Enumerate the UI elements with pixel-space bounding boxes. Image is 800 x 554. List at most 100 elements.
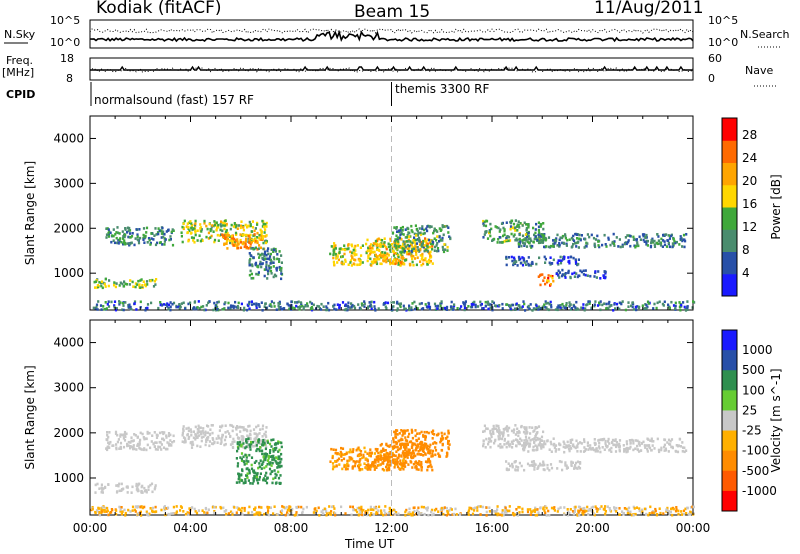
scatter-cell [360, 302, 363, 305]
scatter-cell [658, 507, 661, 510]
scatter-cell [230, 424, 233, 427]
scatter-cell [280, 441, 283, 445]
scatter-cell [580, 306, 583, 310]
scatter-cell [487, 303, 490, 306]
scatter-cell [531, 244, 534, 248]
scatter-cell [356, 510, 359, 514]
scatter-cell [256, 447, 259, 451]
scatter-cell [355, 253, 358, 256]
scatter-cell [499, 228, 502, 231]
scatter-cell [256, 223, 259, 226]
scatter-cell [349, 448, 352, 451]
scatter-cell [560, 460, 563, 464]
scatter-cell [350, 254, 353, 258]
colorbar-title: Velocity [m s^-1] [769, 368, 783, 472]
scatter-cell [208, 444, 211, 448]
scatter-cell [223, 510, 226, 513]
scatter-cell [605, 302, 608, 306]
scatter-cell [240, 302, 243, 306]
scatter-cell [154, 448, 157, 451]
scatter-cell [574, 258, 577, 261]
scatter-cell [181, 440, 184, 443]
scatter-cell [253, 461, 256, 464]
scatter-cell [689, 511, 692, 514]
scatter-cell [280, 277, 283, 281]
scatter-cell [643, 233, 646, 236]
scatter-cell [413, 510, 416, 513]
scatter-cell [528, 445, 531, 448]
scatter-cell [538, 231, 541, 235]
scatter-cell [135, 448, 138, 451]
scatter-cell [274, 247, 277, 251]
scatter-cell [115, 282, 118, 285]
scatter-cell [253, 474, 256, 478]
scatter-cell [350, 243, 353, 247]
scatter-cell [650, 449, 653, 452]
scatter-cell [467, 513, 470, 516]
scatter-cell [414, 434, 417, 438]
scatter-cell [542, 445, 545, 449]
scatter-cell [246, 225, 249, 229]
scatter-cell [144, 234, 147, 238]
scatter-cell [528, 307, 531, 310]
scatter-cell [366, 468, 369, 471]
scatter-cell [254, 437, 258, 440]
scatter-cell [645, 233, 648, 237]
scatter-cell [505, 445, 508, 449]
scatter-cell [175, 505, 178, 508]
scatter-cell [112, 234, 115, 238]
scatter-cell [495, 226, 498, 229]
scatter-cell [372, 513, 375, 516]
scatter-cell [543, 276, 546, 279]
scatter-cell [527, 237, 530, 241]
scatter-cell [374, 466, 377, 469]
scatter-cell [503, 437, 506, 441]
scatter-cell [485, 427, 488, 430]
scatter-cell [235, 481, 238, 484]
scatter-cell [424, 237, 427, 240]
scatter-cell [190, 430, 193, 434]
scatter-cell [518, 226, 521, 229]
scatter-cell [101, 505, 104, 509]
scatter-cell [683, 245, 686, 249]
scatter-cell [381, 251, 384, 254]
scatter-cell [646, 450, 649, 453]
scatter-cell [263, 250, 267, 254]
scatter-cell [496, 508, 499, 511]
scatter-cell [408, 247, 411, 250]
scatter-cell [538, 441, 542, 444]
scatter-cell [422, 245, 425, 249]
scatter-cell [166, 506, 170, 510]
scatter-cell [431, 454, 434, 457]
scatter-cell [261, 225, 264, 228]
scatter-cell [508, 304, 511, 308]
scatter-cell [379, 463, 382, 466]
scatter-cell [417, 248, 420, 252]
scatter-cell [213, 301, 216, 305]
scatter-cell [197, 424, 200, 428]
scatter-cell [531, 309, 534, 312]
scatter-cell [570, 460, 573, 464]
scatter-cell [373, 258, 376, 261]
scatter-cell [396, 458, 399, 461]
scatter-cell [106, 506, 109, 510]
scatter-cell [402, 233, 405, 236]
scatter-cell [420, 512, 423, 515]
scatter-cell [430, 508, 434, 512]
scatter-cell [526, 510, 530, 514]
scatter-cell [219, 223, 222, 226]
scatter-cell [543, 463, 546, 467]
scatter-cell [182, 427, 185, 431]
scatter-cell [235, 224, 238, 227]
scatter-cell [344, 260, 347, 263]
scatter-cell [645, 307, 648, 310]
scatter-cell [566, 466, 569, 469]
scatter-cell [656, 233, 659, 236]
scatter-cell [264, 228, 267, 231]
scatter-cell [646, 447, 649, 451]
scatter-cell [511, 303, 515, 307]
scatter-cell [110, 300, 113, 304]
x-tick-label: 00:00 [676, 521, 711, 535]
scatter-cell [269, 472, 272, 476]
